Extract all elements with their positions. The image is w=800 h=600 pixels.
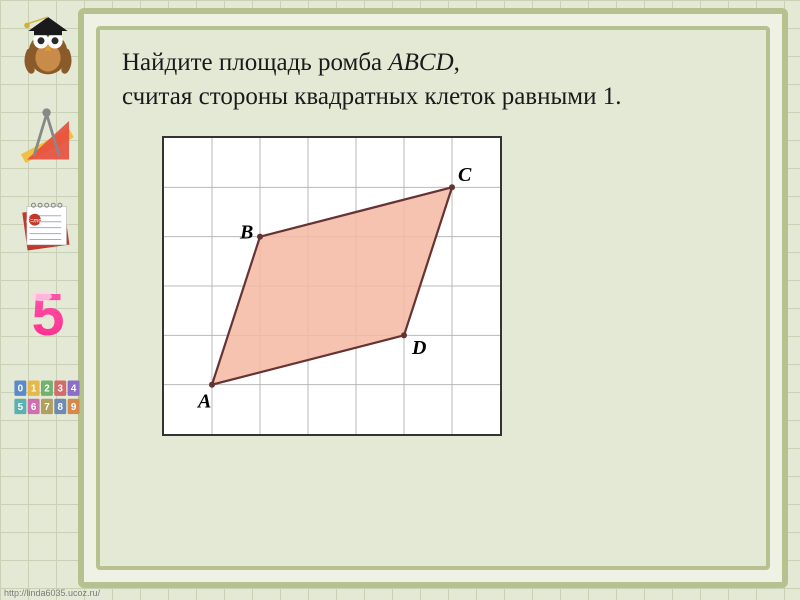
svg-text:8: 8: [58, 402, 64, 413]
svg-text:B: B: [239, 221, 253, 243]
svg-text:C: C: [458, 163, 472, 185]
slide-inner-frame: Найдите площадь ромба A B C D, считая сторо…: [96, 26, 770, 570]
problem-statement: Найдите площадь ромба ABCD, считая сторо…: [122, 46, 744, 114]
number-blocks-icon: 01234 56789: [13, 370, 83, 426]
svg-text:1: 1: [31, 384, 37, 395]
geometry-figure: A B C D: [162, 136, 502, 436]
svg-text:9: 9: [71, 402, 77, 413]
svg-text:2: 2: [44, 384, 50, 395]
problem-line1-prefix: Найдите площадь ромба: [122, 49, 388, 76]
svg-text:5: 5: [31, 281, 64, 348]
number-five-icon: 5: [13, 280, 83, 350]
problem-line2: считая стороны квадратных клеток равными…: [122, 83, 621, 110]
svg-text:4: 4: [71, 384, 77, 395]
svg-text:5: 5: [18, 402, 24, 413]
problem-line1-suffix: ,: [454, 49, 460, 76]
footer-url: http://linda6035.ucoz.ru/: [4, 588, 100, 598]
svg-text:D: D: [411, 336, 427, 358]
figure-svg: A B C D: [164, 138, 500, 434]
slide-outer-frame: Найдите площадь ромба A B C D, считая сторо…: [78, 8, 788, 588]
problem-variable: ABCD: [388, 49, 453, 76]
svg-text:0: 0: [18, 384, 24, 395]
decor-sidebar: E=mc² 5 0123456789: [8, 10, 88, 426]
svg-text:6: 6: [31, 402, 37, 413]
owl-icon: [13, 10, 83, 80]
geometry-tools-icon: [13, 100, 83, 170]
svg-text:E=mc²: E=mc²: [26, 218, 44, 224]
svg-text:A: A: [196, 390, 211, 412]
notepad-icon: E=mc²: [13, 190, 83, 260]
svg-text:7: 7: [44, 402, 50, 413]
svg-text:3: 3: [58, 384, 64, 395]
